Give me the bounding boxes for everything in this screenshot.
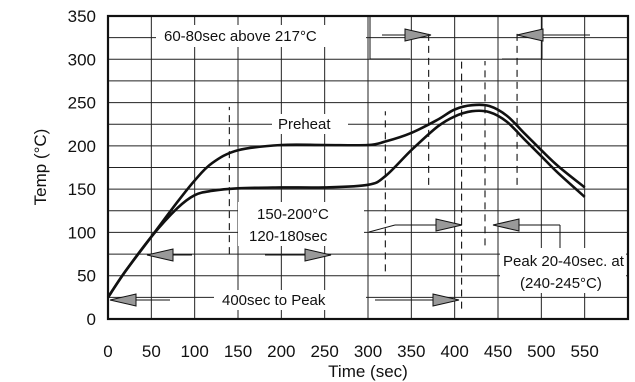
x-tick-label: 150 bbox=[224, 342, 252, 361]
x-tick-label: 100 bbox=[180, 342, 208, 361]
y-axis-title: Temp (°C) bbox=[31, 129, 50, 206]
arrow-peak-in-right-head bbox=[492, 218, 520, 232]
dashed-markers bbox=[228, 33, 518, 309]
peak-pointer-left-lead bbox=[368, 224, 396, 233]
x-tick-label: 400 bbox=[440, 342, 468, 361]
annotation-to-peak: 400sec to Peak bbox=[222, 292, 326, 309]
x-tick-label: 250 bbox=[310, 342, 338, 361]
series-line-lower bbox=[106, 109, 586, 299]
y-tick-label: 350 bbox=[68, 7, 96, 26]
tick-labels: 0 50 100 150 200 250 300 350 400 450 500 550 0 50 100 1… bbox=[68, 7, 599, 361]
arrow-above-217-right-head bbox=[404, 28, 432, 42]
arrow-above-217-left-head bbox=[516, 28, 544, 42]
series-group bbox=[106, 103, 586, 299]
y-tick-label: 100 bbox=[68, 223, 96, 242]
arrow-to-peak-left-head bbox=[109, 293, 137, 307]
x-axis-title: Time (sec) bbox=[328, 362, 408, 381]
annotation-preheat: Preheat bbox=[278, 116, 331, 133]
annotation-bg-preheat bbox=[272, 114, 348, 134]
annotation-peak-temp: (240-245°C) bbox=[520, 275, 602, 292]
annotation-bg-above-217 bbox=[156, 25, 366, 47]
annotation-peak-time: Peak 20-40sec. at bbox=[503, 253, 625, 270]
x-tick-label: 50 bbox=[142, 342, 161, 361]
arrow-preheat-left-head bbox=[146, 248, 174, 262]
arrow-preheat-right-head bbox=[304, 248, 332, 262]
x-tick-label: 500 bbox=[527, 342, 555, 361]
x-tick-label: 450 bbox=[484, 342, 512, 361]
x-tick-label: 300 bbox=[354, 342, 382, 361]
arrow-peak-in-left-head bbox=[435, 218, 463, 232]
annotation-arrows bbox=[109, 16, 590, 307]
annotation-preheat-temp: 150-200°C bbox=[257, 206, 329, 223]
x-tick-label: 0 bbox=[103, 342, 112, 361]
arrow-to-peak-right-head bbox=[432, 293, 460, 307]
annotation-above-217: 60-80sec above 217°C bbox=[164, 28, 317, 45]
series-line-upper bbox=[106, 103, 586, 299]
y-tick-label: 150 bbox=[68, 180, 96, 199]
plot-frame bbox=[106, 14, 630, 321]
x-tick-label: 350 bbox=[397, 342, 425, 361]
annotation-bg-preheat-range bbox=[238, 202, 364, 246]
annotation-bg-to-peak bbox=[214, 290, 366, 310]
x-tick-label: 200 bbox=[267, 342, 295, 361]
annotation-bg-peak bbox=[500, 248, 626, 293]
y-tick-label: 50 bbox=[77, 267, 96, 286]
y-tick-label: 200 bbox=[68, 137, 96, 156]
x-tick-label: 550 bbox=[570, 342, 598, 361]
y-tick-label: 300 bbox=[68, 50, 96, 69]
y-tick-label: 0 bbox=[87, 310, 96, 329]
y-tick-label: 250 bbox=[68, 94, 96, 113]
annotation-preheat-time: 120-180sec bbox=[249, 228, 328, 245]
